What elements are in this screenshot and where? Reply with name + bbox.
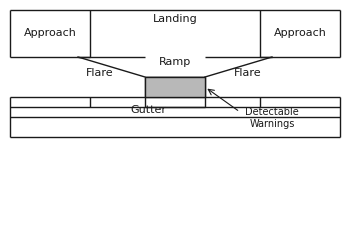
Text: Detectable
Warnings: Detectable Warnings bbox=[245, 107, 299, 129]
Text: Flare: Flare bbox=[234, 68, 262, 78]
Bar bbox=[145, 77, 205, 97]
Bar bbox=[145, 77, 205, 97]
Text: Ramp: Ramp bbox=[159, 57, 191, 67]
Text: Approach: Approach bbox=[23, 28, 76, 38]
Text: Landing: Landing bbox=[153, 14, 197, 24]
Text: Gutter: Gutter bbox=[130, 105, 166, 115]
Text: Approach: Approach bbox=[274, 28, 327, 38]
Text: Flare: Flare bbox=[86, 68, 114, 78]
